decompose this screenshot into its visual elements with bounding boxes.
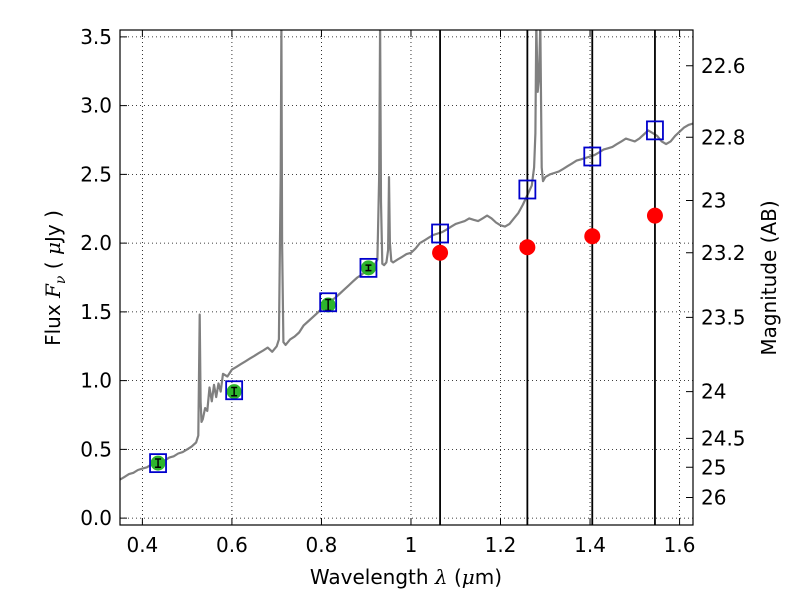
markers-group bbox=[149, 120, 664, 474]
model-square bbox=[431, 223, 449, 244]
y2-tick-label: 25 bbox=[701, 455, 726, 479]
vertical-lines bbox=[439, 30, 656, 525]
model-square bbox=[149, 453, 167, 474]
x-tick-label: 1.6 bbox=[664, 533, 696, 557]
y2-tick-label: 23.5 bbox=[701, 305, 746, 329]
x-tick-label: 0.8 bbox=[306, 533, 338, 557]
spectrum-group bbox=[120, 30, 693, 481]
upper-limit-point bbox=[584, 228, 601, 245]
model-square bbox=[359, 257, 378, 278]
y2-tick-label: 22.8 bbox=[701, 125, 746, 149]
upper-limit-point bbox=[432, 244, 449, 261]
spectrum-line bbox=[120, 30, 693, 481]
model-square bbox=[646, 120, 664, 141]
y2-tick-label: 26 bbox=[701, 486, 726, 510]
y2-tick-label: 23 bbox=[701, 189, 726, 213]
y-tick-label: 2.5 bbox=[80, 162, 112, 186]
grid-lines bbox=[120, 30, 693, 525]
x-tick-label: 0.6 bbox=[216, 533, 248, 557]
upper-limit-point bbox=[646, 207, 663, 224]
model-square bbox=[225, 380, 244, 401]
model-square bbox=[583, 146, 602, 167]
x-axis-label: Wavelength λ (μm) bbox=[310, 565, 502, 589]
x-tick-label: 1 bbox=[405, 533, 418, 557]
tick-group: 0.4 0.6 0.8 1 1.2 1.4 1.6 0.0 0.5 1.0 1.5 2.0 2.5 3.0… bbox=[80, 25, 745, 557]
y-tick-label: 1.0 bbox=[80, 369, 112, 393]
y-tick-label: 3.5 bbox=[80, 25, 112, 49]
y2-tick-label: 23.2 bbox=[701, 241, 746, 265]
plot-frame bbox=[119, 29, 694, 526]
y2-tick-label: 24.5 bbox=[701, 426, 746, 450]
y-tick-label: 0.0 bbox=[80, 506, 112, 530]
y-tick-label: 3.0 bbox=[80, 94, 112, 118]
model-square bbox=[518, 179, 537, 200]
x-tick-label: 1.2 bbox=[485, 533, 517, 557]
y-tick-label: 1.5 bbox=[80, 300, 112, 324]
y-axis-label: Flux Fν ( μJy ) bbox=[41, 210, 69, 346]
y2-axis-label: Magnitude (AB) bbox=[757, 200, 781, 355]
y2-tick-label: 24 bbox=[701, 380, 726, 404]
x-tick-label: 1.4 bbox=[574, 533, 606, 557]
model-square bbox=[319, 292, 338, 313]
y-tick-label: 2.0 bbox=[80, 231, 112, 255]
y-tick-label: 0.5 bbox=[80, 437, 112, 461]
x-tick-label: 0.4 bbox=[126, 533, 158, 557]
y2-tick-label: 22.6 bbox=[701, 54, 746, 78]
upper-limit-point bbox=[519, 239, 536, 256]
